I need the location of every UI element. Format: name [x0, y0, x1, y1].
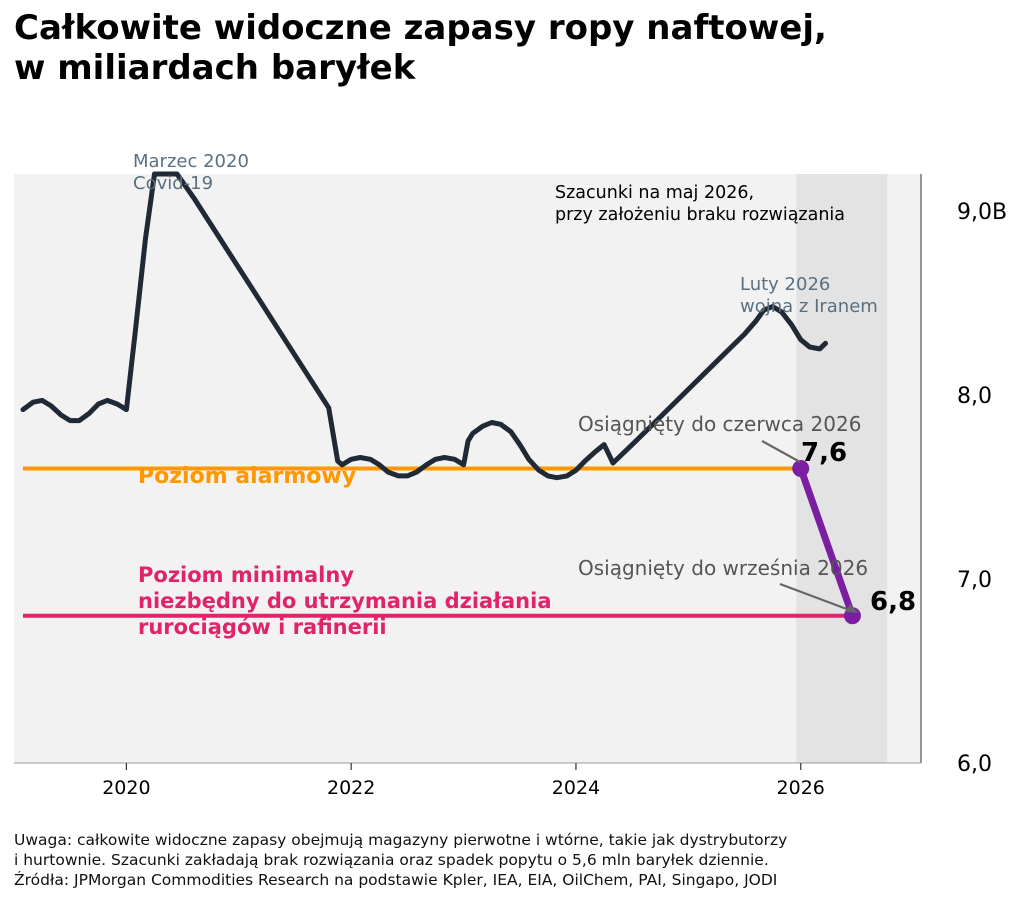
iran-annotation-line1: Luty 2026 [740, 274, 830, 295]
sept-callout-label: Osiągnięty do września 2026 [578, 556, 868, 580]
sept-callout-arrowhead [846, 604, 858, 613]
june-callout-label: Osiągnięty do czerwca 2026 [578, 412, 861, 436]
chart-title-line2: w miliardach baryłek [14, 48, 416, 88]
x-tick-label: 2026 [777, 777, 825, 799]
inventory-series-line [20, 171, 828, 481]
alarm-level-label: Poziom alarmowy [138, 464, 356, 489]
estimate-note-line2: przy założeniu braku rozwiązania [555, 205, 845, 225]
y-tick-label: 7,0 [957, 568, 992, 593]
y-tick-label: 6,0 [957, 752, 992, 777]
covid-annotation-line1: Marzec 2020 [133, 151, 249, 172]
y-tick-label: 9,0B [957, 200, 1007, 225]
sept-callout-arrow [779, 582, 853, 613]
chart-title: Całkowite widoczne zapasy ropy naftowej,… [14, 8, 827, 88]
june-value-label: 7,6 [801, 438, 847, 468]
x-tick-label: 2020 [102, 777, 150, 799]
june-callout-arrow [761, 440, 801, 463]
projection-line [797, 465, 856, 620]
iran-annotation-line2: wojna z Iranem [740, 296, 878, 317]
y-tick-label: 8,0 [957, 384, 992, 409]
y-ticks: 9,0B 8,0 7,0 6,0 [957, 200, 1007, 777]
sept-value-label: 6,8 [870, 587, 916, 617]
x-ticks: 2020 2022 2024 2026 [102, 763, 825, 799]
chart-title-line1: Całkowite widoczne zapasy ropy naftowej, [14, 8, 827, 48]
minimum-level-label-line1: Poziom minimalny [138, 563, 354, 587]
june-2026-point [792, 460, 810, 477]
estimate-note-line1: Szacunki na maj 2026, [555, 183, 754, 203]
minimum-level-label-line2: niezbędny do utrzymania działania [138, 589, 552, 613]
x-tick-label: 2022 [327, 777, 375, 799]
footer-note-line2: i hurtownie. Szacunki zakładają brak roz… [14, 851, 769, 869]
forecast-region [796, 174, 888, 763]
minimum-level-label-line3: rurociągów i rafinerii [138, 615, 387, 639]
footer-note-line1: Uwaga: całkowite widoczne zapasy obejmuj… [14, 831, 788, 849]
footer-source: Źródła: JPMorgan Commodities Research na… [14, 871, 778, 889]
footer-notes: Uwaga: całkowite widoczne zapasy obejmuj… [14, 830, 787, 890]
covid-annotation-line2: Covid-19 [133, 173, 213, 194]
x-tick-label: 2024 [552, 777, 600, 799]
